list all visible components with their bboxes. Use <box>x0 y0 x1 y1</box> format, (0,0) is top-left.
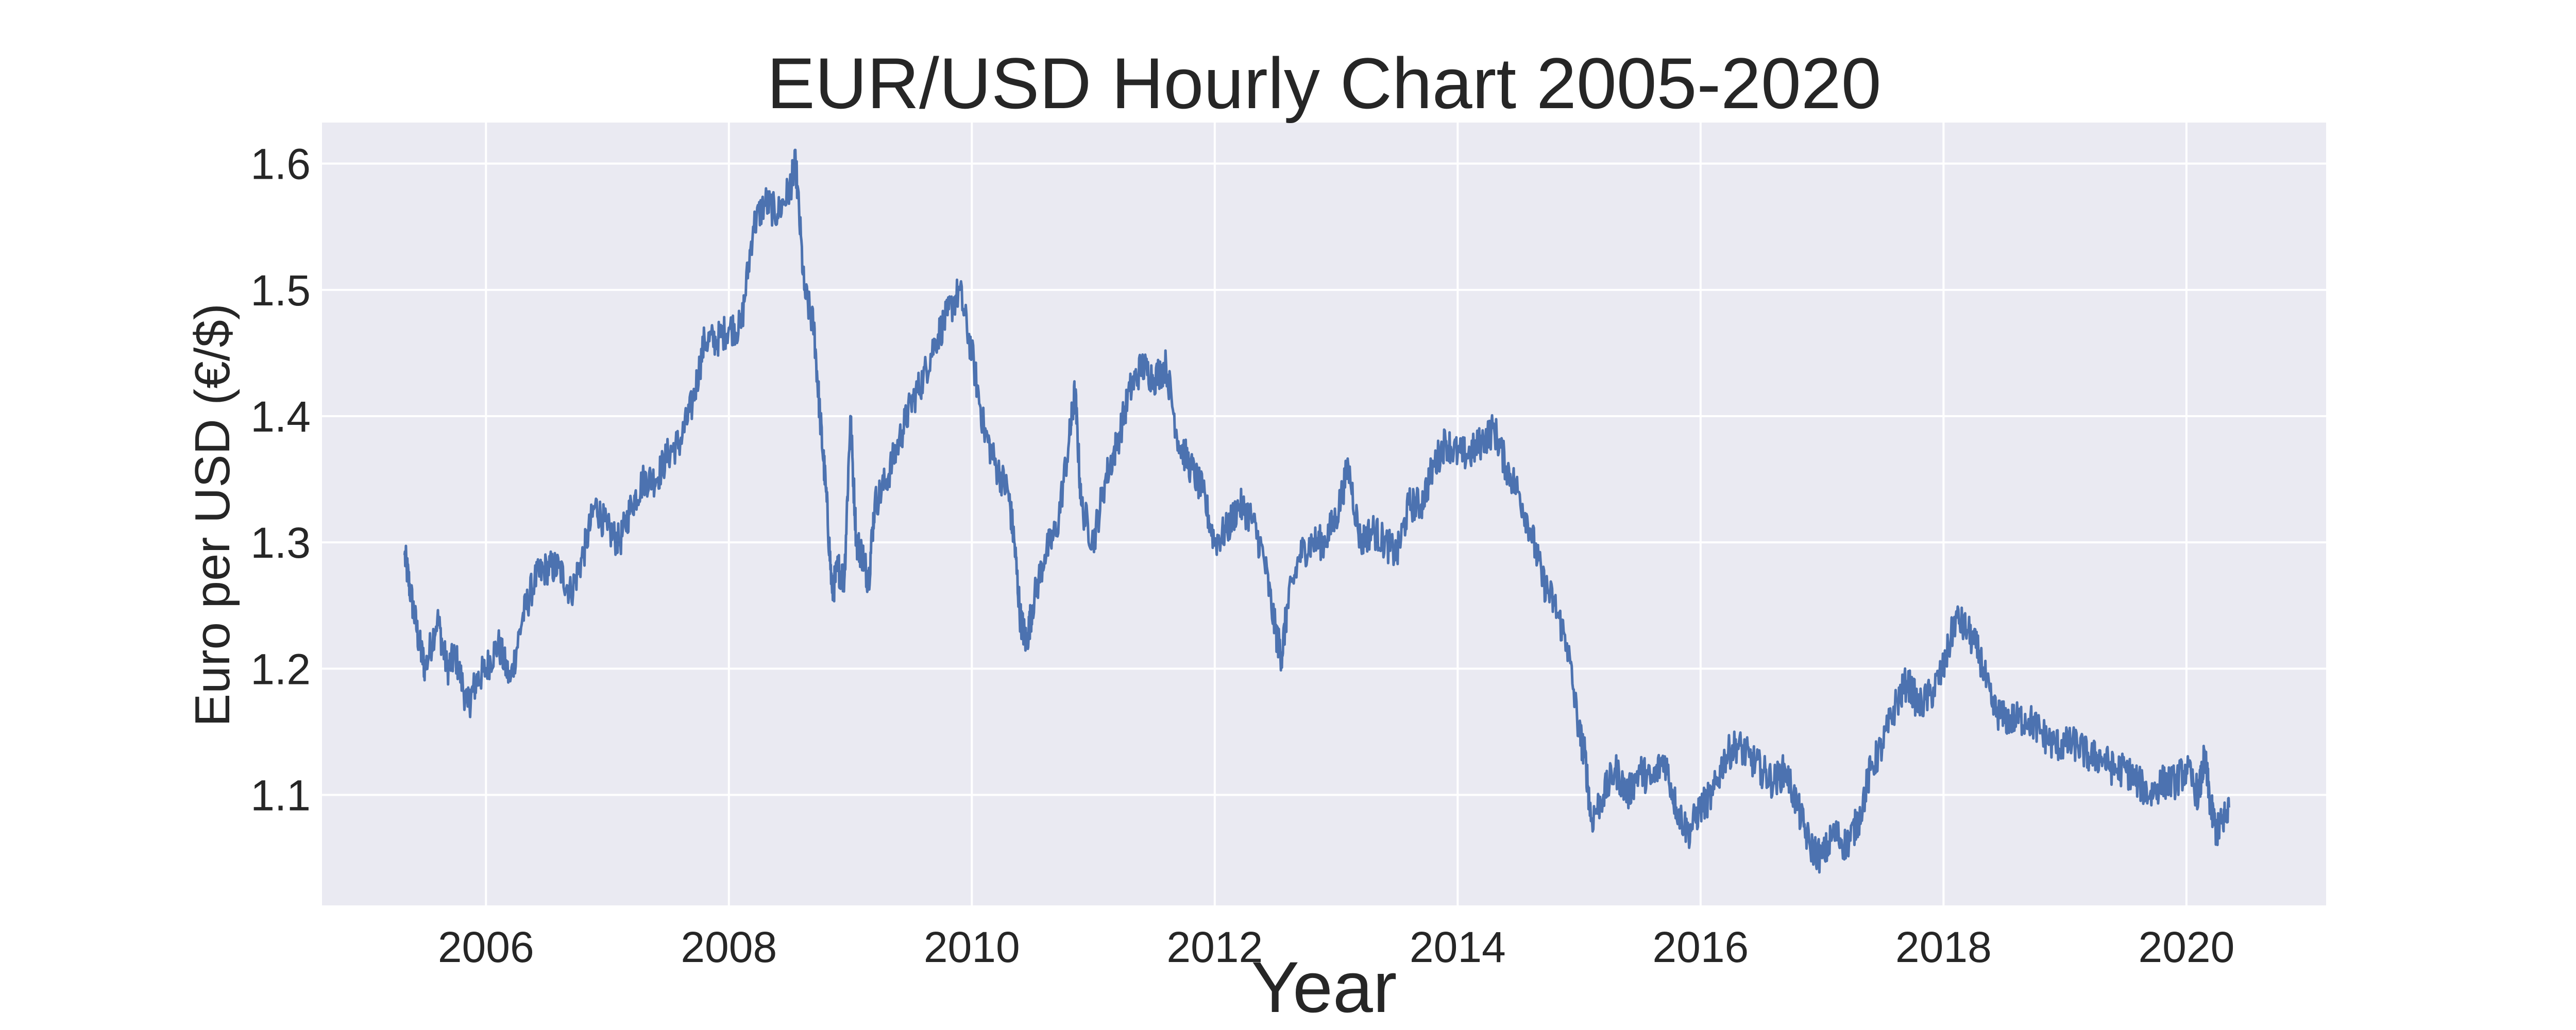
y-axis-label: Euro per USD (€/$) <box>185 303 240 727</box>
chart-title: EUR/USD Hourly Chart 2005-2020 <box>767 43 1881 124</box>
y-tick-label: 1.5 <box>250 266 311 315</box>
y-tick-label: 1.3 <box>250 519 311 567</box>
x-tick-label: 2012 <box>1166 923 1263 971</box>
tick-labels: 2006 2008 2010 2012 2014 2016 2018 2020 1.1 1.2 1.… <box>250 140 2234 971</box>
y-tick-label: 1.1 <box>250 771 311 819</box>
x-tick-label: 2014 <box>1410 923 1506 971</box>
y-tick-label: 1.4 <box>250 392 311 441</box>
x-tick-label: 2010 <box>924 923 1020 971</box>
y-tick-label: 1.6 <box>250 140 311 188</box>
x-tick-label: 2018 <box>1895 923 1992 971</box>
x-tick-label: 2016 <box>1652 923 1749 971</box>
x-axis-label: Year <box>1251 947 1397 1027</box>
y-tick-label: 1.2 <box>250 645 311 693</box>
x-tick-label: 2008 <box>681 923 777 971</box>
plot-area <box>322 123 2326 905</box>
series-line <box>403 148 2230 874</box>
x-tick-label: 2006 <box>438 923 534 971</box>
series-layer <box>403 148 2230 874</box>
x-tick-label: 2020 <box>2138 923 2234 971</box>
